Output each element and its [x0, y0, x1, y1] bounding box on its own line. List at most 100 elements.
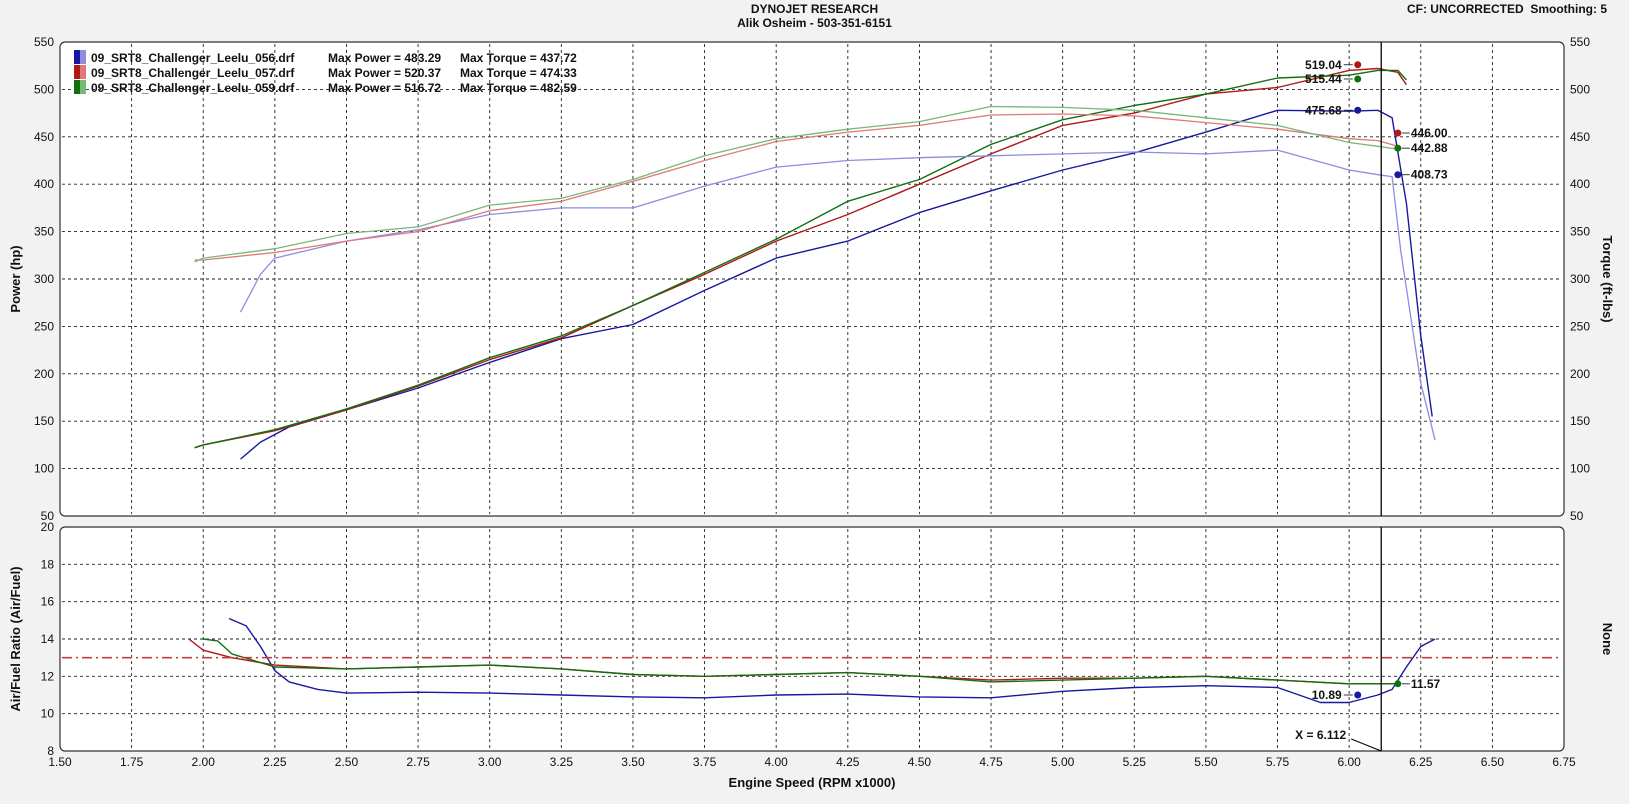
series-power-059 — [194, 69, 1407, 449]
power-marker-057 — [1394, 129, 1402, 137]
cursor-label: X = 6.112 — [1295, 728, 1346, 742]
torque-y-tick-label: 350 — [1570, 225, 1590, 239]
x-tick-label: 2.50 — [335, 755, 359, 769]
x-tick-label: 2.25 — [263, 755, 287, 769]
x-tick-label: 2.00 — [192, 755, 216, 769]
x-tick-label: 3.75 — [693, 755, 717, 769]
power-marker-057 — [1354, 61, 1362, 69]
power-marker-059 — [1394, 144, 1402, 152]
x-tick-label: 5.75 — [1266, 755, 1290, 769]
afr-y-tick-label: 12 — [41, 669, 55, 683]
chart-title: DYNOJET RESEARCH — [750, 2, 879, 16]
torque-y-tick-label: 200 — [1570, 367, 1590, 381]
power-data-label: 475.68 — [1305, 103, 1342, 117]
power-y-tick-label: 500 — [34, 82, 54, 96]
power-data-label: 515.44 — [1305, 72, 1342, 86]
correction-info: CF: UNCORRECTED Smoothing: 5 — [1407, 2, 1607, 16]
x-tick-label: 1.50 — [48, 755, 72, 769]
cursor-leader — [1351, 738, 1382, 752]
legend-swatch-light-057 — [80, 65, 86, 79]
legend-max-torque-057: Max Torque = 474.33 — [460, 66, 577, 80]
legend-file-056: 09_SRT8_Challenger_Leelu_056.drf — [91, 51, 295, 65]
afr-y-tick-label: 18 — [41, 557, 55, 571]
x-tick-label: 4.50 — [908, 755, 932, 769]
afr-axis-label: Air/Fuel Ratio (Air/Fuel) — [8, 566, 23, 711]
legend-file-059: 09_SRT8_Challenger_Leelu_059.drf — [91, 81, 295, 95]
legend-swatch-056 — [74, 50, 80, 64]
power-data-label: 519.04 — [1305, 58, 1342, 72]
x-tick-label: 4.75 — [979, 755, 1003, 769]
x-axis-label: Engine Speed (RPM x1000) — [729, 775, 896, 790]
series-torque-057 — [194, 113, 1398, 261]
afr-marker-059 — [1394, 680, 1402, 688]
power-y-tick-label: 250 — [34, 319, 54, 333]
torque-y-tick-label: 450 — [1570, 130, 1590, 144]
smoothing-label: Smoothing: 5 — [1530, 2, 1607, 16]
legend-max-power-059: Max Power = 516.72 — [328, 81, 441, 95]
power-y-tick-label: 300 — [34, 272, 54, 286]
x-tick-label: 3.50 — [621, 755, 645, 769]
power-y-tick-label: 200 — [34, 367, 54, 381]
torque-y-tick-label: 400 — [1570, 177, 1590, 191]
legend-max-torque-056: Max Torque = 437.72 — [460, 51, 577, 65]
torque-y-tick-label: 150 — [1570, 414, 1590, 428]
x-tick-label: 4.25 — [836, 755, 860, 769]
afr-y-tick-label: 20 — [41, 520, 55, 534]
x-tick-label: 5.50 — [1194, 755, 1218, 769]
x-tick-label: 3.25 — [550, 755, 574, 769]
torque-axis-label: Torque (ft-lbs) — [1600, 235, 1615, 322]
x-tick-label: 4.00 — [765, 755, 789, 769]
torque-y-tick-label: 100 — [1570, 462, 1590, 476]
afr-y-tick-label: 16 — [41, 595, 55, 609]
x-tick-label: 6.75 — [1552, 755, 1576, 769]
x-tick-label: 6.00 — [1337, 755, 1361, 769]
series-afr-059 — [203, 638, 1398, 685]
x-tick-label: 1.75 — [120, 755, 144, 769]
power-marker-059 — [1354, 75, 1362, 83]
afr-right-axis-label: None — [1600, 623, 1615, 656]
legend-swatch-057 — [74, 65, 80, 79]
power-y-tick-label: 150 — [34, 414, 54, 428]
legend-swatch-059 — [74, 80, 80, 94]
legend-max-power-056: Max Power = 483.29 — [328, 51, 441, 65]
x-tick-label: 2.75 — [406, 755, 430, 769]
torque-y-tick-label: 550 — [1570, 35, 1590, 49]
power-y-tick-label: 550 — [34, 35, 54, 49]
legend-swatch-light-059 — [80, 80, 86, 94]
afr-data-label: 10.89 — [1312, 688, 1342, 702]
x-tick-label: 6.25 — [1409, 755, 1433, 769]
legend-max-power-057: Max Power = 520.37 — [328, 66, 441, 80]
power-y-tick-label: 450 — [34, 130, 54, 144]
x-tick-label: 3.00 — [478, 755, 502, 769]
series-afr-056 — [228, 617, 1436, 704]
power-y-tick-label: 50 — [41, 509, 55, 523]
x-tick-label: 5.25 — [1123, 755, 1147, 769]
series-torque-059 — [194, 105, 1398, 263]
torque-y-tick-label: 500 — [1570, 82, 1590, 96]
power-y-tick-label: 100 — [34, 462, 54, 476]
power-y-tick-label: 350 — [34, 225, 54, 239]
afr-marker-056 — [1354, 691, 1362, 699]
chart-subtitle: Alik Osheim - 503-351-6151 — [737, 16, 892, 30]
series-torque-056 — [239, 149, 1436, 441]
legend-max-torque-059: Max Torque = 482.59 — [460, 81, 577, 95]
power-data-label: 442.88 — [1411, 141, 1448, 155]
power-data-label: 408.73 — [1411, 168, 1448, 182]
legend-swatch-light-056 — [80, 50, 86, 64]
x-tick-label: 5.00 — [1051, 755, 1075, 769]
power-data-label: 446.00 — [1411, 126, 1448, 140]
x-tick-label: 6.50 — [1481, 755, 1505, 769]
power-axis-label: Power (hp) — [8, 245, 23, 312]
torque-y-tick-label: 300 — [1570, 272, 1590, 286]
power-marker-056 — [1354, 106, 1362, 114]
series-power-056 — [240, 109, 1433, 460]
legend-file-057: 09_SRT8_Challenger_Leelu_057.drf — [91, 66, 295, 80]
torque-y-tick-label: 50 — [1570, 509, 1584, 523]
afr-y-tick-label: 14 — [41, 632, 55, 646]
afr-y-tick-label: 8 — [47, 744, 54, 758]
power-marker-056 — [1394, 171, 1402, 179]
afr-data-label: 11.57 — [1411, 677, 1441, 691]
cf-label: CF: UNCORRECTED — [1406, 2, 1524, 16]
afr-y-tick-label: 10 — [41, 707, 55, 721]
